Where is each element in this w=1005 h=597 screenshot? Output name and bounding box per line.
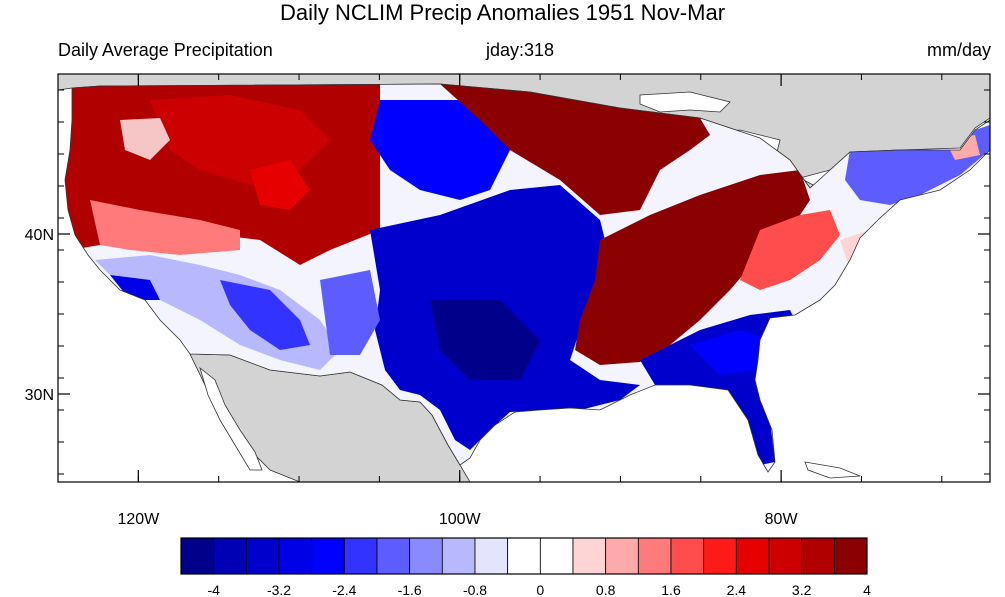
colorbar-swatch [376,537,411,575]
plot-frame [57,73,991,483]
colorbar-swatch [539,537,574,575]
colorbar-swatch [441,537,476,575]
us-coastline [64,83,991,473]
colorbar-swatch [833,537,868,575]
colorbar-label: 1.6 [661,582,681,597]
colorbar-swatch [735,537,770,575]
left-subtitle: Daily Average Precipitation [58,40,273,60]
colorbar-swatch [343,537,378,575]
colorbar-swatch [507,537,541,575]
colorbar-swatch [637,537,672,575]
colorbar-label: 0 [536,582,544,597]
colorbar-swatch [311,537,345,575]
units-label: mm/day [926,40,991,60]
colorbar-swatch [768,537,803,575]
colorbar-label: 2.4 [727,582,747,597]
colorbar-label: -0.8 [463,582,487,597]
colorbar-swatch [474,537,509,575]
y-tick-label: 30N [25,387,54,404]
colorbar-swatch [213,537,247,575]
y-tick-label: 40N [25,227,54,244]
colorbar-label: -1.6 [398,582,422,597]
colorbar-swatch [670,537,705,575]
x-tick-label: 100W [439,511,482,528]
colorbar-frame [180,537,868,575]
colorbar-swatch [245,537,280,575]
center-subtitle: jday:318 [486,40,555,60]
x-tick-label: 120W [117,511,160,528]
colorbar-swatch [572,537,607,575]
colorbar: -4 -3.2 -2.4 -1.6 -0.8 0 0.8 1.6 2.4 3.2 4 [180,537,871,597]
colorbar-swatch [605,537,639,575]
colorbar-label: -3.2 [267,582,291,597]
colorbar-swatch [801,537,835,575]
colorbar-swatch [180,537,215,575]
axis-ticks: 120W 100W 80W 40N 30N [25,74,990,528]
colorbar-label: 4 [863,582,871,597]
colorbar-swatch [409,537,443,575]
colorbar-label: 3.2 [792,582,812,597]
colorbar-swatch [703,537,737,575]
x-tick-label: 80W [765,511,799,528]
colorbar-label: 0.8 [596,582,616,597]
map-title: Daily NCLIM Precip Anomalies 1951 Nov-Ma… [279,0,726,25]
colorbar-swatch [278,537,313,575]
colorbar-label: -4 [207,582,220,597]
colorbar-label: -2.4 [332,582,356,597]
